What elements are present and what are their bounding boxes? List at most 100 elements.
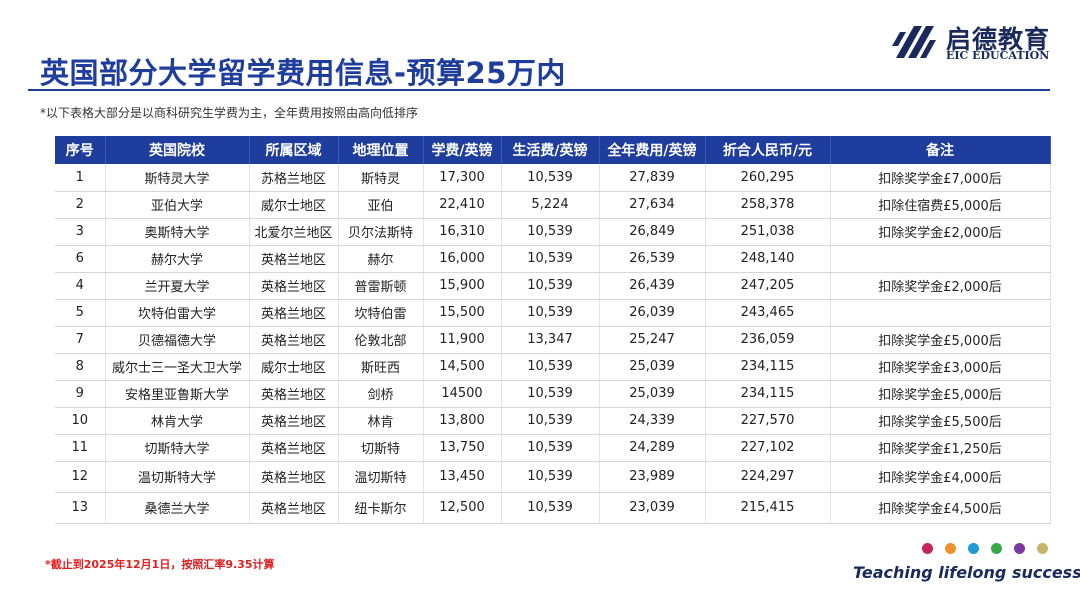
cell-remarks (830, 299, 1051, 327)
cell-location: 斯旺西 (338, 353, 424, 381)
cell-living-cost: 10,539 (501, 492, 600, 524)
cell-tuition: 14,500 (423, 353, 502, 381)
cell-remarks: 扣除奖学金£7,000后 (830, 164, 1051, 192)
brand-color-dots (922, 543, 1052, 555)
cell-living-cost: 10,539 (501, 407, 600, 435)
cell-tuition: 13,450 (423, 461, 502, 493)
cell-location: 纽卡斯尔 (338, 492, 424, 524)
cell-living-cost: 13,347 (501, 326, 600, 354)
brand-dot (1014, 543, 1025, 554)
cell-annual-total: 27,839 (599, 164, 706, 192)
header-rmb-total: 折合人民币/元 (705, 136, 831, 164)
cell-index: 4 (55, 272, 106, 300)
cell-rmb-total: 243,465 (705, 299, 831, 327)
brand-dot (1037, 543, 1048, 554)
cell-region: 威尔士地区 (249, 191, 339, 219)
cell-rmb-total: 236,059 (705, 326, 831, 354)
cell-remarks: 扣除奖学金£1,250后 (830, 434, 1051, 462)
cell-index: 5 (55, 299, 106, 327)
table-row: 10 林肯大学 英格兰地区 林肯 13,800 10,539 24,339 227,570 扣除… (55, 407, 1051, 435)
cell-tuition: 16,310 (423, 218, 502, 246)
cell-annual-total: 23,039 (599, 492, 706, 524)
title-divider (28, 89, 1050, 91)
cell-university: 桑德兰大学 (105, 492, 250, 524)
brand-dot (991, 543, 1002, 554)
cell-living-cost: 10,539 (501, 272, 600, 300)
cell-region: 北爱尔兰地区 (249, 218, 339, 246)
cell-university: 斯特灵大学 (105, 164, 250, 192)
cell-living-cost: 10,539 (501, 299, 600, 327)
cell-university: 奥斯特大学 (105, 218, 250, 246)
cell-remarks: 扣除奖学金£5,500后 (830, 407, 1051, 435)
cell-region: 英格兰地区 (249, 299, 339, 327)
cell-annual-total: 26,849 (599, 218, 706, 246)
cell-region: 英格兰地区 (249, 272, 339, 300)
cell-location: 斯特灵 (338, 164, 424, 192)
cell-index: 7 (55, 326, 106, 354)
cell-region: 英格兰地区 (249, 245, 339, 273)
cell-remarks: 扣除奖学金£5,000后 (830, 326, 1051, 354)
cell-region: 英格兰地区 (249, 461, 339, 493)
cell-tuition: 13,800 (423, 407, 502, 435)
cell-annual-total: 25,247 (599, 326, 706, 354)
cell-index: 3 (55, 218, 106, 246)
cell-tuition: 15,900 (423, 272, 502, 300)
cell-rmb-total: 234,115 (705, 380, 831, 408)
cell-annual-total: 26,439 (599, 272, 706, 300)
cell-remarks: 扣除奖学金£4,500后 (830, 492, 1051, 524)
table-row: 8 威尔士三一圣大卫大学 威尔士地区 斯旺西 14,500 10,539 25,039 234… (55, 353, 1051, 381)
cell-tuition: 14500 (423, 380, 502, 408)
cell-rmb-total: 260,295 (705, 164, 831, 192)
cell-rmb-total: 251,038 (705, 218, 831, 246)
cell-annual-total: 25,039 (599, 353, 706, 381)
table-note: *以下表格大部分是以商科研究生学费为主，全年费用按照由高向低排序 (40, 106, 419, 120)
cell-index: 2 (55, 191, 106, 219)
table-row: 7 贝德福德大学 英格兰地区 伦敦北部 11,900 13,347 25,247 236,05… (55, 326, 1051, 354)
table-row: 11 切斯特大学 英格兰地区 切斯特 13,750 10,539 24,289 227,102… (55, 434, 1051, 462)
cell-rmb-total: 224,297 (705, 461, 831, 493)
brand-dot (968, 543, 979, 554)
cell-annual-total: 24,289 (599, 434, 706, 462)
cell-living-cost: 5,224 (501, 191, 600, 219)
header-living-cost: 生活费/英镑 (501, 136, 600, 164)
header-index: 序号 (55, 136, 106, 164)
header-university: 英国院校 (105, 136, 250, 164)
cell-rmb-total: 248,140 (705, 245, 831, 273)
table-row: 13 桑德兰大学 英格兰地区 纽卡斯尔 12,500 10,539 23,039 215,41… (55, 492, 1051, 524)
cell-index: 9 (55, 380, 106, 408)
cell-rmb-total: 227,102 (705, 434, 831, 462)
cell-remarks: 扣除奖学金£2,000后 (830, 272, 1051, 300)
cell-index: 8 (55, 353, 106, 381)
eic-logo: 启德教育 EIC EDUCATION (888, 18, 1058, 66)
eic-logo-icon (892, 26, 936, 58)
cell-tuition: 16,000 (423, 245, 502, 273)
table-row: 3 奥斯特大学 北爱尔兰地区 贝尔法斯特 16,310 10,539 26,849 251,0… (55, 218, 1051, 246)
cell-tuition: 17,300 (423, 164, 502, 192)
cell-index: 11 (55, 434, 106, 462)
cell-university: 威尔士三一圣大卫大学 (105, 353, 250, 381)
cell-region: 威尔士地区 (249, 353, 339, 381)
cell-index: 13 (55, 492, 106, 524)
cell-region: 英格兰地区 (249, 492, 339, 524)
cell-location: 赫尔 (338, 245, 424, 273)
cell-rmb-total: 247,205 (705, 272, 831, 300)
cell-region: 苏格兰地区 (249, 164, 339, 192)
header-tuition: 学费/英镑 (423, 136, 502, 164)
cell-university: 坎特伯雷大学 (105, 299, 250, 327)
cell-location: 普雷斯顿 (338, 272, 424, 300)
cell-rmb-total: 227,570 (705, 407, 831, 435)
cell-university: 亚伯大学 (105, 191, 250, 219)
table-row: 6 赫尔大学 英格兰地区 赫尔 16,000 10,539 26,539 248,140 (55, 245, 1051, 273)
cell-location: 亚伯 (338, 191, 424, 219)
cell-region: 英格兰地区 (249, 434, 339, 462)
cell-annual-total: 23,989 (599, 461, 706, 493)
cell-living-cost: 10,539 (501, 380, 600, 408)
cell-university: 温切斯特大学 (105, 461, 250, 493)
cell-annual-total: 26,039 (599, 299, 706, 327)
cell-university: 兰开夏大学 (105, 272, 250, 300)
cell-location: 林肯 (338, 407, 424, 435)
cell-university: 林肯大学 (105, 407, 250, 435)
cell-index: 12 (55, 461, 106, 493)
table-row: 4 兰开夏大学 英格兰地区 普雷斯顿 15,900 10,539 26,439 247,205… (55, 272, 1051, 300)
cell-annual-total: 24,339 (599, 407, 706, 435)
